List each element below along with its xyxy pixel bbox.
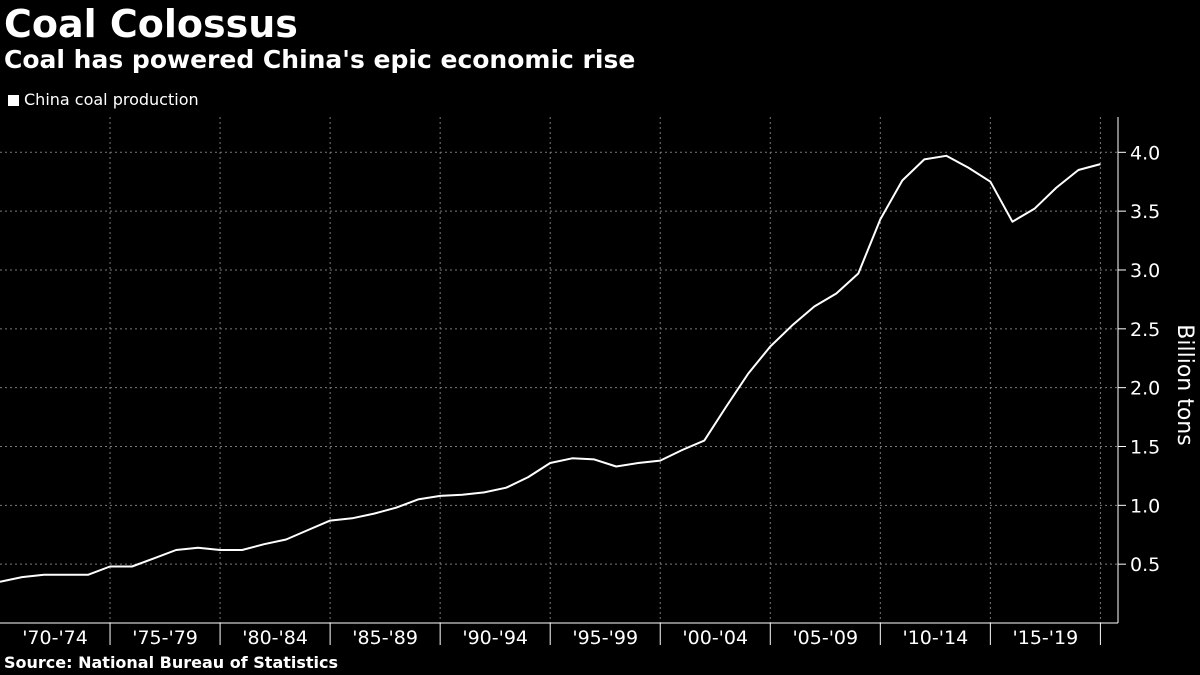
legend-swatch [8,94,19,106]
x-tick-label: '85-'89 [352,627,418,649]
y-axis-ticks: 0.5 1.0 1.5 2.0 2.5 3.0 3.5 4.0 [1118,142,1160,576]
x-tick-label: '95-'99 [572,627,638,649]
x-tick-label: '05-'09 [792,627,858,649]
x-tick-label: '75-'79 [132,627,198,649]
x-axis-ticks: '70-'74 '75-'79 '80-'84 '85-'89 '90-'94 '95-'… [22,623,1101,649]
y-axis-label: Billion tons [1172,324,1197,445]
y-tick-label: 3.5 [1130,201,1160,223]
series-layer [0,154,1101,583]
chart-subtitle: Coal has powered China's epic economic r… [4,45,636,74]
x-tick-label: '15-'19 [1013,627,1079,649]
y-tick-label: 1.5 [1130,436,1160,458]
x-tick-label: '70-'74 [22,627,88,649]
x-tick-label: '90-'94 [462,627,528,649]
y-tick-label: 0.5 [1130,554,1160,576]
y-tick-label: 2.5 [1130,319,1160,341]
y-tick-label: 1.0 [1130,495,1160,517]
y-tick-label: 4.0 [1130,142,1160,164]
chart-title: Coal Colossus [4,2,298,46]
x-tick-label: '10-'14 [903,627,969,649]
axes [0,117,1119,624]
x-tick-label: '80-'84 [242,627,308,649]
legend: China coal production [8,90,199,110]
source-note: Source: National Bureau of Statistics [4,653,339,672]
y-tick-label: 3.0 [1130,260,1160,282]
series-line [0,154,1101,583]
y-tick-label: 2.0 [1130,378,1160,400]
legend-label: China coal production [24,90,199,109]
grid-lines [0,117,1118,623]
x-tick-label: '00-'04 [682,627,748,649]
